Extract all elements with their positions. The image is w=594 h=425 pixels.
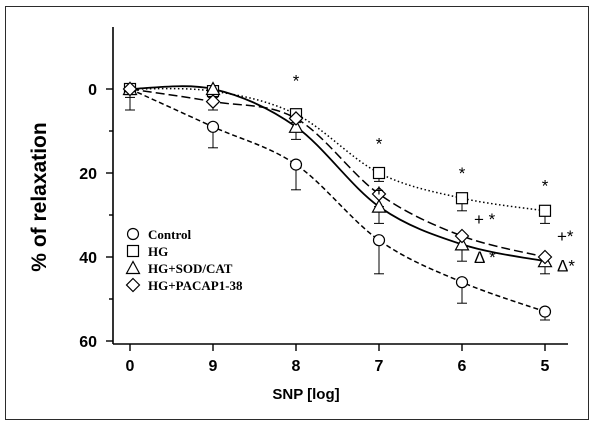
point-triangle bbox=[288, 119, 304, 133]
significance-annotations: **+*+ *Δ **+*Δ* bbox=[293, 72, 576, 276]
y-tick-label: 20 bbox=[79, 166, 97, 183]
significance-mark: * bbox=[542, 177, 549, 196]
legend-marker-triangle bbox=[125, 260, 141, 275]
axes: 0 20 40 60 0 9 8 7 6 5 bbox=[79, 27, 568, 375]
significance-mark: + bbox=[374, 181, 384, 200]
significance-mark: * bbox=[376, 135, 383, 154]
y-tick-label: 60 bbox=[79, 334, 97, 351]
x-tick-label: 6 bbox=[458, 358, 467, 375]
y-tick-label: 0 bbox=[88, 82, 97, 99]
point-circle bbox=[455, 276, 469, 289]
point-circle bbox=[372, 234, 386, 247]
data-markers bbox=[122, 81, 553, 318]
significance-mark: * bbox=[293, 72, 300, 91]
x-axis-title: SNP [log] bbox=[272, 386, 339, 403]
point-triangle bbox=[371, 198, 387, 213]
x-tick-label: 7 bbox=[375, 358, 384, 375]
significance-mark: Δ* bbox=[557, 256, 575, 275]
x-tick-label: 9 bbox=[209, 358, 218, 375]
legend: Control HG HG+SOD/CAT HG+PACAP1-38 bbox=[125, 227, 243, 293]
point-diamond bbox=[537, 249, 553, 265]
legend-marker-circle bbox=[126, 227, 140, 241]
significance-mark: Δ * bbox=[474, 248, 496, 267]
curve-diamond bbox=[129, 88, 546, 258]
point-diamond bbox=[288, 111, 304, 126]
significance-mark: + * bbox=[474, 210, 496, 229]
curve-circle bbox=[129, 88, 546, 313]
point-diamond bbox=[205, 94, 221, 109]
significance-mark: * bbox=[459, 164, 466, 183]
chart-frame: 0 20 40 60 0 9 8 7 6 5 * * + * + * Δ * * +* Δ* Control HG H… bbox=[5, 6, 589, 420]
point-diamond bbox=[454, 228, 470, 244]
legend-label: HG bbox=[148, 244, 168, 259]
legend-marker-diamond bbox=[125, 277, 141, 293]
curve-triangle bbox=[129, 85, 546, 263]
legend-label: HG+PACAP1-38 bbox=[148, 278, 243, 293]
point-circle bbox=[538, 305, 552, 318]
y-tick-label: 40 bbox=[79, 250, 97, 267]
x-tick-label: 5 bbox=[541, 358, 550, 375]
legend-label: HG+SOD/CAT bbox=[148, 261, 233, 276]
point-diamond bbox=[122, 81, 138, 97]
point-triangle bbox=[454, 236, 470, 251]
point-square bbox=[455, 192, 469, 205]
legend-label: Control bbox=[148, 227, 191, 242]
point-circle bbox=[289, 158, 303, 171]
x-tick-label: 8 bbox=[292, 358, 301, 375]
point-square bbox=[538, 204, 552, 217]
point-circle bbox=[206, 120, 220, 133]
x-tick-label: 0 bbox=[126, 358, 135, 375]
curve-square bbox=[129, 87, 546, 212]
legend-marker-square bbox=[126, 244, 140, 258]
point-diamond bbox=[371, 186, 387, 202]
y-axis-title: % of relaxation bbox=[28, 122, 51, 271]
point-square bbox=[372, 166, 386, 180]
fit-curves bbox=[129, 85, 546, 313]
significance-mark: +* bbox=[557, 227, 574, 246]
